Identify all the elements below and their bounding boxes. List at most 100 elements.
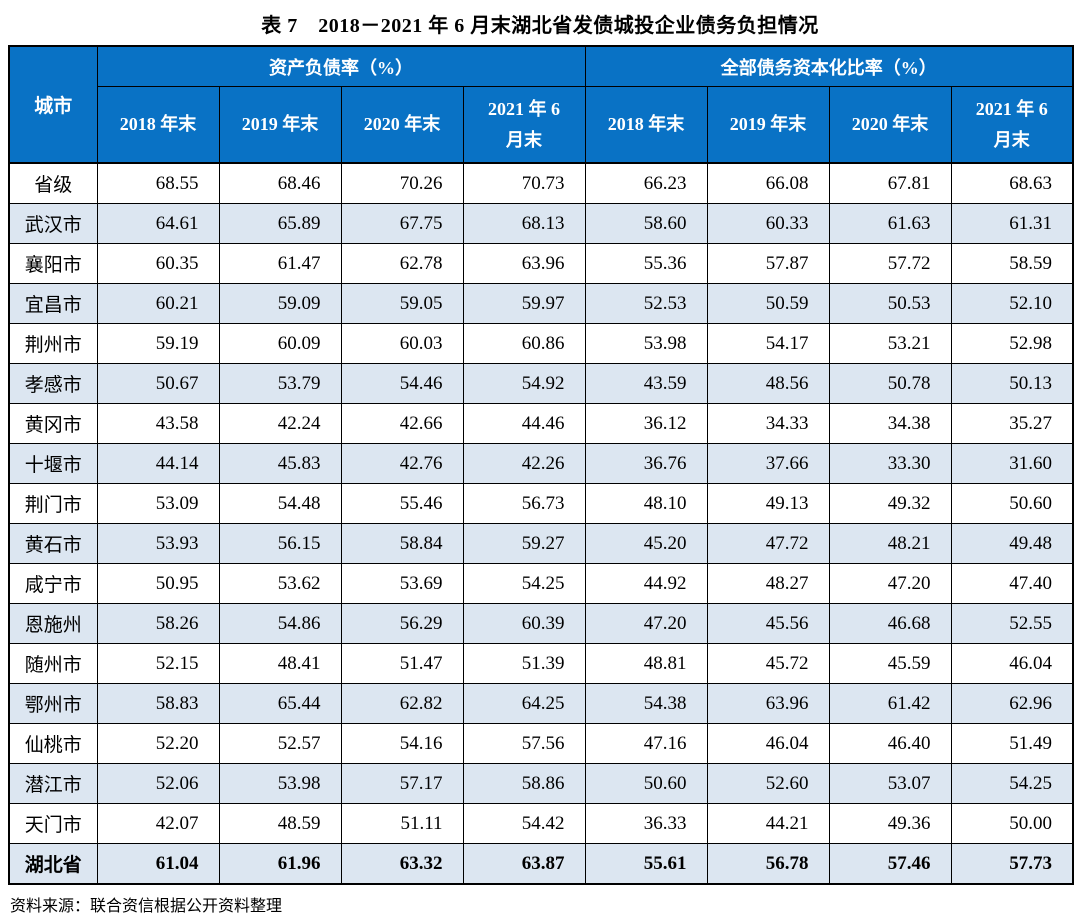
- group-header-row: 城市 资产负债率（%） 全部债务资本化比率（%）: [8, 45, 1074, 164]
- cell-value: 54.92: [462, 363, 586, 404]
- cell-value: 70.73: [462, 162, 586, 204]
- row-city-label: 潜江市: [8, 763, 98, 804]
- cell-value: 57.46: [828, 843, 952, 885]
- cell-value: 61.96: [218, 843, 342, 885]
- cell-value: 51.49: [950, 723, 1074, 764]
- table-row: 孝感市 50.67 53.79 54.46 54.92 43.59 48.56 50.78 50…: [8, 363, 1074, 404]
- cell-value: 60.21: [96, 283, 220, 324]
- cell-value: 46.68: [828, 603, 952, 644]
- debt-burden-table: 城市 资产负债率（%） 全部债务资本化比率（%） 2018 年末 2019 年末 2…: [8, 45, 1074, 885]
- row-city-label: 天门市: [8, 803, 98, 844]
- cell-value: 50.60: [950, 483, 1074, 524]
- table-row: 省级 68.55 68.46 70.26 70.73 66.23 66.08 67.81 68.…: [8, 162, 1074, 204]
- cell-value: 59.09: [218, 283, 342, 324]
- cell-value: 54.16: [340, 723, 464, 764]
- group-header-debt-capitalization-ratio: 全部债务资本化比率（%）: [584, 45, 1074, 87]
- cell-value: 45.59: [828, 643, 952, 684]
- table-row: 潜江市 52.06 53.98 57.17 58.86 50.60 52.60 53.07 54…: [8, 763, 1074, 804]
- cell-value: 55.36: [584, 243, 708, 284]
- cell-value: 50.13: [950, 363, 1074, 404]
- col-header-group1-1: 2018 年末: [96, 86, 220, 164]
- cell-value: 43.58: [96, 403, 220, 444]
- row-city-label: 武汉市: [8, 203, 98, 244]
- source-note: 资料来源：联合资信根据公开资料整理: [10, 898, 283, 915]
- cell-value: 45.56: [706, 603, 830, 644]
- table-row: 黄石市 53.93 56.15 58.84 59.27 45.20 47.72 48.21 49…: [8, 523, 1074, 564]
- cell-value: 54.86: [218, 603, 342, 644]
- cell-value: 68.63: [950, 162, 1074, 204]
- cell-value: 51.11: [340, 803, 464, 844]
- cell-value: 56.15: [218, 523, 342, 564]
- cell-value: 59.19: [96, 323, 220, 364]
- cell-value: 60.03: [340, 323, 464, 364]
- table-row: 咸宁市 50.95 53.62 53.69 54.25 44.92 48.27 47.20 47…: [8, 563, 1074, 604]
- cell-value: 63.87: [462, 843, 586, 885]
- cell-value: 47.40: [950, 563, 1074, 604]
- cell-value: 34.33: [706, 403, 830, 444]
- cell-value: 53.09: [96, 483, 220, 524]
- table-header: 城市 资产负债率（%） 全部债务资本化比率（%） 2018 年末 2019 年末 2…: [8, 45, 1074, 164]
- cell-value: 53.98: [584, 323, 708, 364]
- row-city-label: 黄冈市: [8, 403, 98, 444]
- cell-value: 58.60: [584, 203, 708, 244]
- cell-value: 49.36: [828, 803, 952, 844]
- cell-value: 52.55: [950, 603, 1074, 644]
- cell-value: 54.25: [462, 563, 586, 604]
- cell-value: 68.46: [218, 162, 342, 204]
- cell-value: 52.20: [96, 723, 220, 764]
- cell-value: 46.04: [706, 723, 830, 764]
- cell-value: 66.08: [706, 162, 830, 204]
- cell-value: 60.33: [706, 203, 830, 244]
- table-row: 仙桃市 52.20 52.57 54.16 57.56 47.16 46.04 46.40 51…: [8, 723, 1074, 764]
- cell-value: 61.31: [950, 203, 1074, 244]
- cell-value: 54.17: [706, 323, 830, 364]
- cell-value: 55.46: [340, 483, 464, 524]
- cell-value: 60.39: [462, 603, 586, 644]
- corner-header-city: 城市: [8, 45, 98, 164]
- cell-value: 63.32: [340, 843, 464, 885]
- cell-value: 42.66: [340, 403, 464, 444]
- cell-value: 49.13: [706, 483, 830, 524]
- cell-value: 36.12: [584, 403, 708, 444]
- cell-value: 51.39: [462, 643, 586, 684]
- cell-value: 51.47: [340, 643, 464, 684]
- row-city-label: 襄阳市: [8, 243, 98, 284]
- cell-value: 62.78: [340, 243, 464, 284]
- row-city-label: 省级: [8, 162, 98, 204]
- cell-value: 48.27: [706, 563, 830, 604]
- row-city-label: 鄂州市: [8, 683, 98, 724]
- col-header-group1-4: 2021 年 6 月末: [462, 86, 586, 164]
- col-header-group2-4: 2021 年 6 月末: [950, 86, 1074, 164]
- cell-value: 61.47: [218, 243, 342, 284]
- cell-value: 68.55: [96, 162, 220, 204]
- cell-value: 64.25: [462, 683, 586, 724]
- row-city-label: 恩施州: [8, 603, 98, 644]
- cell-value: 65.44: [218, 683, 342, 724]
- cell-value: 59.05: [340, 283, 464, 324]
- cell-value: 63.96: [706, 683, 830, 724]
- cell-value: 61.42: [828, 683, 952, 724]
- cell-value: 42.26: [462, 443, 586, 484]
- cell-value: 47.20: [584, 603, 708, 644]
- cell-value: 58.86: [462, 763, 586, 804]
- cell-value: 44.21: [706, 803, 830, 844]
- table-row: 襄阳市 60.35 61.47 62.78 63.96 55.36 57.87 57.72 58…: [8, 243, 1074, 284]
- col-header-group2-2: 2019 年末: [706, 86, 830, 164]
- cell-value: 68.13: [462, 203, 586, 244]
- cell-value: 42.24: [218, 403, 342, 444]
- cell-value: 66.23: [584, 162, 708, 204]
- cell-value: 50.00: [950, 803, 1074, 844]
- row-city-label: 随州市: [8, 643, 98, 684]
- row-city-label: 荆州市: [8, 323, 98, 364]
- cell-value: 70.26: [340, 162, 464, 204]
- cell-value: 52.10: [950, 283, 1074, 324]
- group-header-asset-liability-ratio: 资产负债率（%）: [96, 45, 586, 87]
- cell-value: 49.32: [828, 483, 952, 524]
- cell-value: 62.82: [340, 683, 464, 724]
- cell-value: 53.07: [828, 763, 952, 804]
- cell-value: 52.53: [584, 283, 708, 324]
- cell-value: 37.66: [706, 443, 830, 484]
- table-row: 荆门市 53.09 54.48 55.46 56.73 48.10 49.13 49.32 50…: [8, 483, 1074, 524]
- cell-value: 58.84: [340, 523, 464, 564]
